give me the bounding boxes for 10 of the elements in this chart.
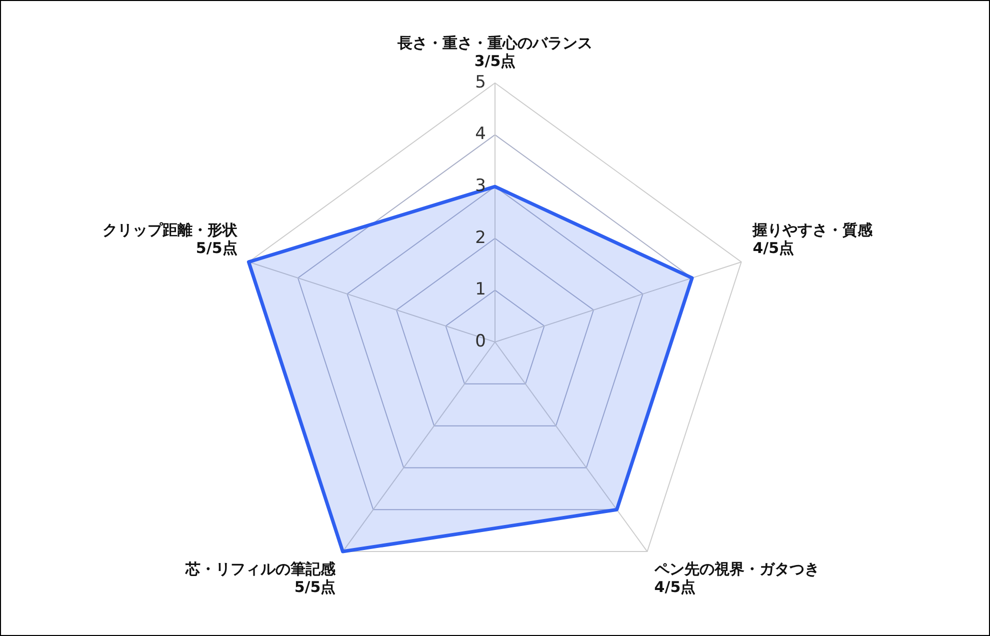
y-tick-label: 5: [475, 72, 486, 92]
spoke-label: 握りやすさ・質感 4/5点: [752, 221, 874, 258]
spoke-label: クリップ距離・形状 5/5点: [102, 221, 238, 258]
y-tick-label: 4: [475, 124, 486, 144]
y-tick-label: 1: [475, 280, 486, 300]
spoke-label: 長さ・重さ・重心のバランス 3/5点: [396, 34, 592, 70]
spoke-label: ペン先の視界・ガタつき 4/5点: [653, 560, 820, 596]
y-tick-label: 0: [475, 331, 486, 352]
spoke-label: 芯・リフィルの筆記感 5/5点: [184, 560, 337, 596]
y-tick-label: 2: [475, 228, 486, 248]
